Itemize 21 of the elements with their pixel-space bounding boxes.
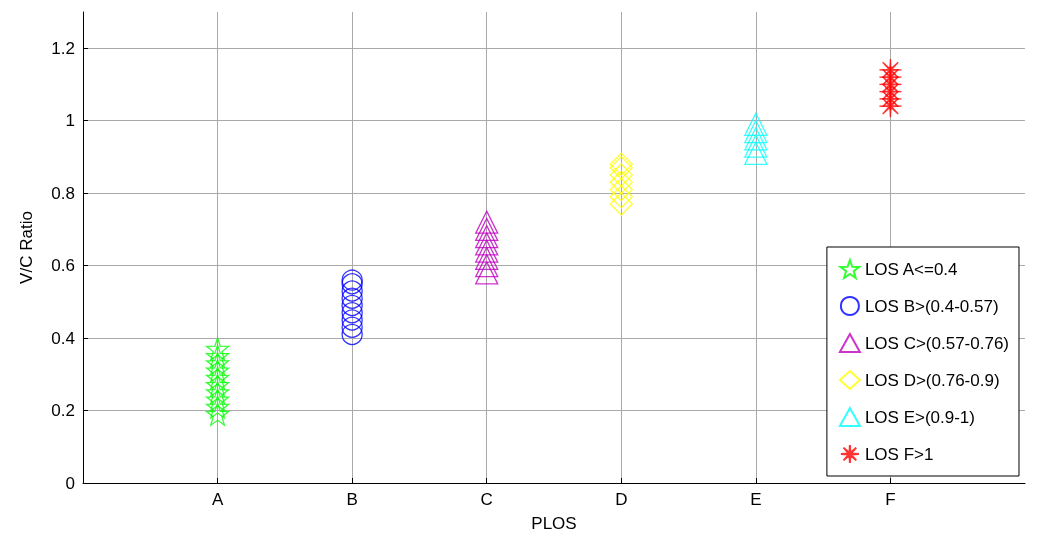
y-tick-label: 0 — [65, 473, 75, 493]
x-axis-title: PLOS — [531, 514, 577, 533]
y-tick-label: 0.2 — [51, 401, 75, 421]
legend-label: LOS E>(0.9-1) — [864, 407, 975, 427]
legend-label: LOS D>(0.76-0.9) — [864, 370, 1000, 390]
x-tick-label: B — [346, 490, 358, 509]
x-tick-label: E — [750, 490, 762, 509]
y-axis-title: V/C Ratio — [17, 211, 36, 284]
y-tick-label: 1 — [65, 111, 75, 131]
y-tick-label: 0.4 — [51, 328, 75, 348]
x-tick-label: C — [480, 490, 493, 509]
y-tick-label: 0.6 — [51, 256, 75, 276]
x-tick-label: F — [885, 490, 896, 509]
legend-label: LOS C>(0.57-0.76) — [864, 333, 1010, 353]
x-tick-label: A — [211, 490, 224, 509]
y-tick-label: 1.2 — [51, 38, 75, 58]
legend-label: LOS F>1 — [864, 444, 934, 464]
legend-label: LOS B>(0.4-0.57) — [864, 296, 999, 316]
y-tick-label: 0.8 — [51, 183, 75, 203]
x-tick-label: D — [615, 490, 628, 509]
legend-label: LOS A<=0.4 — [864, 259, 958, 279]
